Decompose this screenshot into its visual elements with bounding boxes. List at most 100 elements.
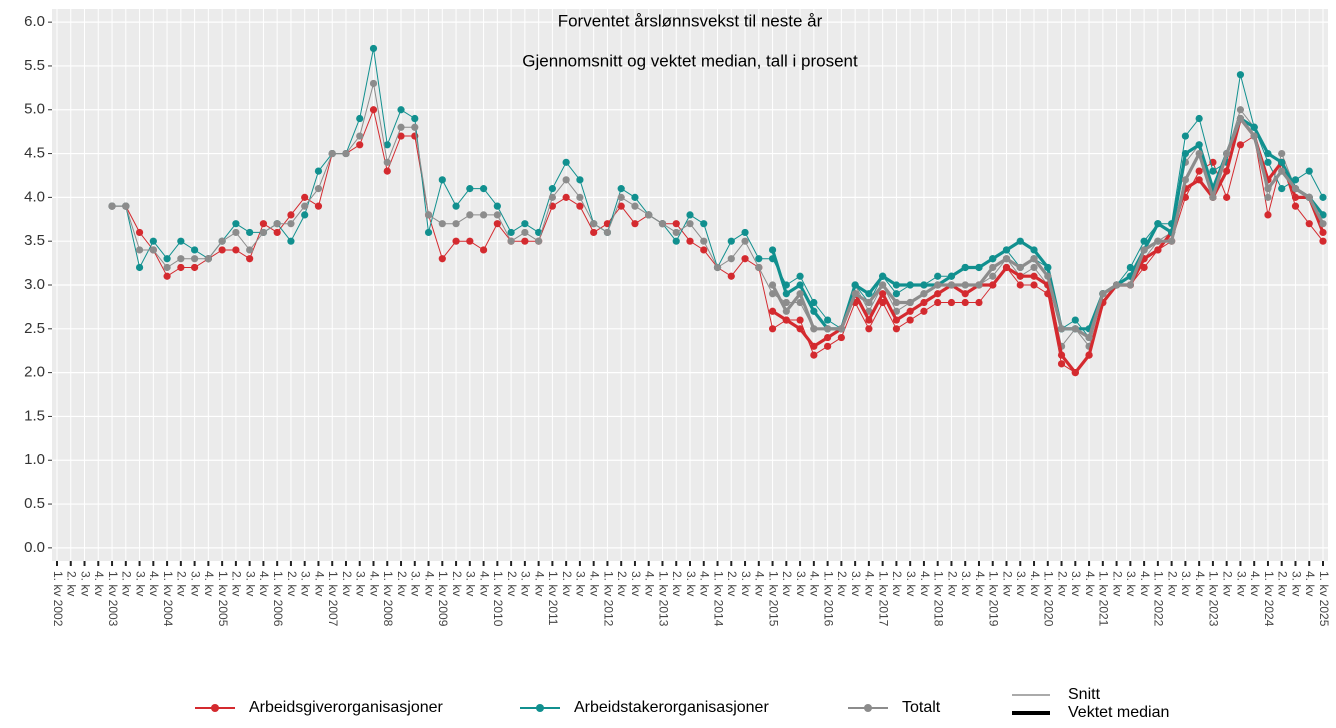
data-point (865, 325, 873, 333)
data-point (259, 220, 268, 228)
data-point (1016, 272, 1024, 280)
data-point (479, 211, 488, 219)
x-tick-label: 3. kv (794, 571, 808, 596)
data-point (301, 202, 309, 210)
data-point (947, 298, 956, 307)
data-point (1071, 325, 1079, 333)
x-tick-label: 3. kv (959, 571, 973, 596)
data-point (1305, 193, 1313, 201)
data-point (1154, 246, 1162, 254)
x-tick-label: 4. kv (918, 571, 932, 596)
x-tick-label: 2. kv (1221, 571, 1235, 596)
data-point (1044, 263, 1052, 272)
data-point (576, 202, 584, 210)
data-point (906, 316, 914, 324)
data-point (438, 220, 446, 228)
data-point (672, 237, 680, 245)
x-tick-label: 4. kv (367, 571, 381, 596)
data-point (782, 298, 790, 307)
x-tick-label: 2. kv (780, 571, 794, 596)
data-point (1085, 333, 1093, 342)
data-point (741, 228, 749, 237)
data-point (232, 246, 240, 254)
data-point (796, 316, 804, 324)
data-point (397, 106, 405, 114)
data-point (163, 263, 171, 272)
x-tick-label: 1. kv 2008 (381, 571, 395, 627)
data-point (342, 149, 350, 158)
data-point (782, 290, 790, 298)
data-point (768, 290, 777, 298)
data-point (397, 132, 405, 140)
data-point (1030, 272, 1038, 280)
data-point (1209, 167, 1217, 175)
data-point (149, 246, 157, 254)
data-point (1030, 255, 1038, 263)
x-tick-label: 4. kv (202, 571, 216, 596)
x-tick-label: 4. kv (808, 571, 822, 596)
y-tick-label: 1.5 (24, 407, 45, 424)
x-tick-label: 1. kv 2022 (1152, 571, 1166, 627)
data-point (1002, 255, 1011, 263)
data-point (920, 290, 928, 298)
data-point (796, 325, 804, 333)
data-point (1154, 220, 1162, 228)
y-tick-label: 0.0 (24, 539, 45, 556)
data-point (658, 220, 667, 228)
data-point (369, 44, 378, 53)
y-tick-label: 6.0 (24, 13, 45, 30)
data-point (1236, 106, 1245, 114)
data-point (135, 263, 144, 272)
data-point (741, 255, 749, 263)
data-point (1030, 263, 1038, 272)
x-tick-label: 2. kv (615, 571, 629, 596)
y-tick-label: 3.0 (24, 276, 45, 293)
data-point (810, 307, 818, 315)
x-tick-label: 2. kv (505, 571, 519, 596)
data-point (617, 185, 625, 193)
data-point (824, 325, 832, 333)
data-point (920, 281, 928, 289)
data-point (741, 237, 749, 245)
x-tick-label: 3. kv (849, 571, 863, 596)
data-point (1209, 193, 1217, 201)
data-point (287, 220, 295, 228)
data-point (1319, 193, 1327, 201)
data-point (466, 237, 474, 245)
x-tick-label: 3. kv (188, 571, 202, 596)
data-point (1278, 158, 1286, 166)
data-point (1140, 237, 1148, 245)
data-point (810, 298, 818, 307)
x-tick-label: 2. kv (450, 571, 464, 596)
data-point (934, 281, 942, 289)
data-point (879, 281, 887, 289)
x-tick-label: 1. kv 2023 (1207, 571, 1221, 627)
x-tick-label: 3. kv (1069, 571, 1083, 596)
data-point (892, 281, 901, 289)
x-tick-label: 3. kv (519, 571, 533, 596)
data-point (493, 202, 501, 210)
data-point (1291, 185, 1300, 193)
x-tick-label: 3. kv (1124, 571, 1138, 596)
data-point (438, 255, 446, 263)
x-tick-label: 3. kv (1234, 571, 1248, 596)
x-tick-label: 1. kv 2019 (987, 571, 1001, 627)
x-tick-label: 4. kv (1193, 571, 1207, 596)
legend: Arbeidsgiverorganisasjoner Arbeidstakeror… (195, 686, 1169, 721)
legend-label: Totalt (902, 699, 941, 716)
data-point (259, 228, 268, 237)
data-point (369, 79, 378, 88)
y-tick-label: 4.5 (24, 145, 45, 162)
data-point (1291, 202, 1300, 210)
data-point (672, 228, 680, 237)
data-point (961, 263, 969, 272)
data-point (906, 298, 914, 307)
data-point (287, 237, 295, 245)
data-point (590, 220, 598, 228)
x-tick-label: 3. kv (133, 571, 147, 596)
data-point (1278, 185, 1286, 193)
data-point (1030, 246, 1038, 254)
data-point (865, 316, 873, 324)
x-tick-label: 2. kv (285, 571, 299, 596)
x-tick-label: 3. kv (243, 571, 257, 596)
